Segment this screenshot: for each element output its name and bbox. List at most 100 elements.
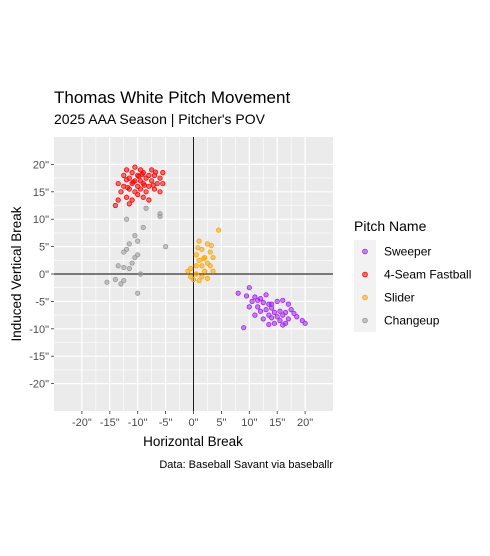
- 4-seam-fastball-point: [157, 189, 163, 195]
- 4-seam-fastball-point: [152, 169, 159, 175]
- slider-point: [200, 256, 207, 262]
- changeup-point: [143, 205, 149, 211]
- slider-point: [193, 271, 199, 277]
- sweeper-point: [260, 316, 266, 322]
- changeup-point: [129, 260, 135, 266]
- sweeper-point: [263, 307, 269, 313]
- x-tick-label: -20": [72, 417, 92, 429]
- y-tick-label: 0": [39, 269, 49, 281]
- data-points: [104, 164, 308, 331]
- sweeper-point: [282, 309, 289, 315]
- 4-seam-fastball-point: [157, 175, 163, 181]
- sweeper-point: [246, 304, 252, 310]
- sweeper-point: [277, 308, 283, 314]
- sweeper-point: [302, 320, 308, 326]
- changeup-point: [137, 271, 144, 277]
- y-tick-label: -20": [29, 379, 49, 391]
- 4-seam-fastball-point: [118, 189, 124, 195]
- sweeper-point: [271, 320, 278, 326]
- legend-items: Sweeper 4-Seam Fastball Slider Changeup: [354, 240, 471, 332]
- 4-seam-fastball-point: [130, 179, 136, 185]
- changeup-point: [104, 279, 110, 285]
- y-tick-label: 5": [39, 242, 49, 254]
- sweeper-point: [241, 325, 247, 331]
- changeup-point: [112, 276, 118, 283]
- sweeper-point: [235, 290, 241, 296]
- 4-seam-fastball-point: [160, 180, 166, 187]
- chart-subtitle: 2025 AAA Season | Pitcher's POV: [54, 111, 266, 127]
- legend-title: Pitch Name: [354, 218, 427, 234]
- sweeper-point: [246, 285, 252, 291]
- slider-point: [185, 268, 191, 274]
- sweeper-point: [271, 309, 278, 315]
- legend-swatch-sweeper: [362, 248, 368, 255]
- slider-point: [210, 254, 216, 261]
- changeup-point: [118, 281, 124, 287]
- changeup-point: [132, 233, 138, 239]
- changeup-point: [132, 254, 138, 261]
- 4-seam-fastball-point: [143, 189, 149, 195]
- x-tick-label: 10": [241, 417, 257, 429]
- slider-point: [199, 263, 205, 269]
- 4-seam-fastball-point: [121, 172, 127, 178]
- legend-label-sweeper: Sweeper: [384, 245, 431, 259]
- sweeper-point: [252, 294, 258, 300]
- changeup-point: [140, 224, 146, 231]
- sweeper-point: [243, 293, 250, 299]
- y-tick-label: -15": [29, 351, 49, 363]
- y-axis-ticks: -20" -15" -10" -5" 0" 5" 10" 15" 20": [29, 159, 54, 391]
- sweeper-point: [263, 292, 269, 298]
- 4-seam-fastball-point: [150, 182, 156, 188]
- sweeper-point: [274, 298, 280, 304]
- sweeper-point: [291, 310, 297, 317]
- chart-title: Thomas White Pitch Movement: [54, 88, 290, 107]
- plot-panel: [54, 137, 333, 411]
- 4-seam-fastball-point: [129, 197, 135, 203]
- changeup-point: [135, 290, 141, 296]
- y-tick-label: 15": [33, 187, 49, 199]
- slider-point: [207, 249, 213, 255]
- sweeper-point: [269, 315, 275, 321]
- 4-seam-fastball-point: [115, 180, 121, 187]
- x-tick-label: -15": [100, 417, 120, 429]
- changeup-point: [157, 213, 163, 220]
- legend: Pitch Name Sweeper 4-Seam Fastball Slider C…: [354, 218, 471, 332]
- legend-label-changeup: Changeup: [384, 314, 440, 328]
- chart-caption: Data: Baseball Savant via baseballr: [159, 459, 333, 471]
- slider-point: [202, 268, 208, 274]
- slider-point: [193, 252, 199, 258]
- x-tick-label: 15": [269, 417, 285, 429]
- 4-seam-fastball-point: [149, 167, 155, 173]
- 4-seam-fastball-point: [125, 184, 131, 191]
- 4-seam-fastball-point: [135, 191, 141, 198]
- slider-point: [196, 238, 202, 244]
- 4-seam-fastball-point: [123, 194, 130, 200]
- y-tick-label: 20": [33, 159, 49, 171]
- sweeper-point: [266, 321, 272, 328]
- sweeper-point: [285, 301, 291, 307]
- legend-swatch-changeup: [362, 317, 368, 324]
- sweeper-point: [294, 314, 300, 320]
- slider-point: [216, 227, 222, 233]
- slider-point: [190, 276, 197, 283]
- slider-point: [196, 277, 202, 284]
- sweeper-point: [269, 301, 275, 307]
- 4-seam-fastball-point: [140, 194, 146, 200]
- slider-point: [210, 268, 216, 274]
- sweeper-point: [288, 307, 294, 313]
- x-axis-ticks: -20" -15" -10" -5" 0" 5" 10" 15" 20": [72, 411, 313, 429]
- changeup-point: [135, 238, 141, 244]
- slider-point: [208, 242, 214, 249]
- sweeper-point: [249, 298, 255, 304]
- sweeper-point: [285, 316, 291, 322]
- 4-seam-fastball-point: [146, 197, 152, 203]
- slider-point: [199, 274, 205, 280]
- changeup-point: [121, 277, 127, 284]
- sweeper-point: [274, 314, 280, 320]
- y-tick-label: -5": [35, 296, 49, 308]
- x-tick-label: 20": [297, 417, 313, 429]
- y-tick-label: -10": [29, 324, 49, 336]
- sweeper-point: [280, 322, 286, 328]
- changeup-point: [126, 241, 132, 247]
